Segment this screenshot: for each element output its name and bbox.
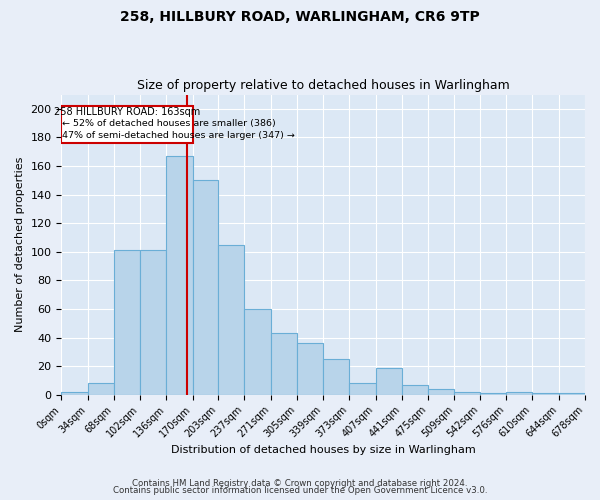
Bar [532, 394, 559, 395]
Bar [402, 385, 428, 395]
Bar [480, 394, 506, 395]
Bar [61, 106, 193, 143]
Text: 258 HILLBURY ROAD: 163sqm: 258 HILLBURY ROAD: 163sqm [54, 108, 200, 118]
Text: Contains public sector information licensed under the Open Government Licence v3: Contains public sector information licen… [113, 486, 487, 495]
Bar [218, 244, 244, 395]
Bar [61, 392, 88, 395]
Bar [297, 344, 323, 395]
Bar [323, 359, 349, 395]
Bar [428, 389, 454, 395]
Text: 258, HILLBURY ROAD, WARLINGHAM, CR6 9TP: 258, HILLBURY ROAD, WARLINGHAM, CR6 9TP [120, 10, 480, 24]
Bar [454, 392, 480, 395]
Bar [349, 384, 376, 395]
Bar [140, 250, 166, 395]
Bar [193, 180, 218, 395]
X-axis label: Distribution of detached houses by size in Warlingham: Distribution of detached houses by size … [171, 445, 476, 455]
Bar [114, 250, 140, 395]
Y-axis label: Number of detached properties: Number of detached properties [15, 157, 25, 332]
Text: ← 52% of detached houses are smaller (386): ← 52% of detached houses are smaller (38… [62, 119, 276, 128]
Bar [376, 368, 402, 395]
Bar [244, 309, 271, 395]
Bar [506, 392, 532, 395]
Title: Size of property relative to detached houses in Warlingham: Size of property relative to detached ho… [137, 79, 509, 92]
Text: 47% of semi-detached houses are larger (347) →: 47% of semi-detached houses are larger (… [62, 130, 295, 140]
Bar [559, 394, 585, 395]
Bar [166, 156, 193, 395]
Text: Contains HM Land Registry data © Crown copyright and database right 2024.: Contains HM Land Registry data © Crown c… [132, 478, 468, 488]
Bar [88, 384, 114, 395]
Bar [271, 334, 297, 395]
